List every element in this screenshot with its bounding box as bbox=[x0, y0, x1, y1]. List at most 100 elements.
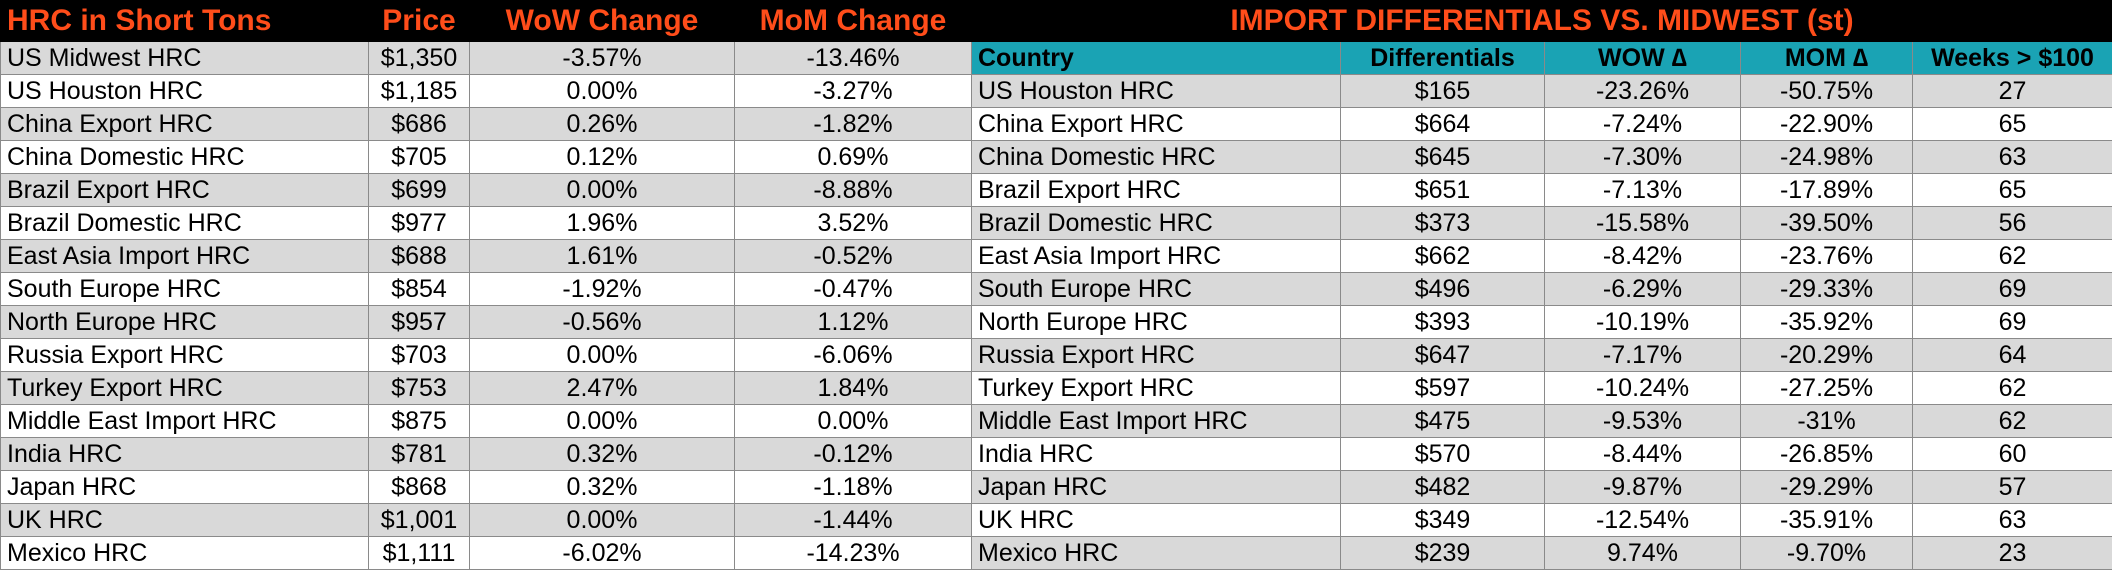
table-row: India HRC $570 -8.44% -26.85% 60 bbox=[971, 437, 2112, 471]
mom-change-cell: -0.47% bbox=[734, 272, 972, 306]
product-name-cell: US Houston HRC bbox=[0, 74, 369, 108]
country-cell: India HRC bbox=[971, 437, 1341, 471]
table-row: Brazil Domestic HRC $373 -15.58% -39.50% 56 bbox=[971, 206, 2112, 240]
mom-delta-cell: -20.29% bbox=[1740, 338, 1913, 372]
differential-cell: $496 bbox=[1340, 272, 1545, 306]
table-row: US Midwest HRC $1,350 -3.57% -13.46% bbox=[0, 41, 972, 75]
differential-cell: $570 bbox=[1340, 437, 1545, 471]
product-name-cell: Turkey Export HRC bbox=[0, 371, 369, 405]
differential-cell: $662 bbox=[1340, 239, 1545, 273]
wow-change-cell: 1.96% bbox=[469, 206, 735, 240]
differential-cell: $393 bbox=[1340, 305, 1545, 339]
wow-delta-cell: -9.53% bbox=[1544, 404, 1741, 438]
mom-delta-cell: -22.90% bbox=[1740, 107, 1913, 141]
table-row: Turkey Export HRC $753 2.47% 1.84% bbox=[0, 371, 972, 405]
table-row: Brazil Export HRC $699 0.00% -8.88% bbox=[0, 173, 972, 207]
product-name-cell: Middle East Import HRC bbox=[0, 404, 369, 438]
weeks-over-100-cell: 63 bbox=[1912, 503, 2112, 537]
wow-change-cell: 0.00% bbox=[469, 338, 735, 372]
table-row: China Domestic HRC $645 -7.30% -24.98% 63 bbox=[971, 140, 2112, 174]
table-row: Brazil Domestic HRC $977 1.96% 3.52% bbox=[0, 206, 972, 240]
product-name-cell: India HRC bbox=[0, 437, 369, 471]
weeks-over-100-cell: 56 bbox=[1912, 206, 2112, 240]
import-differentials-title: IMPORT DIFFERENTIALS VS. MIDWEST (st) bbox=[971, 0, 2112, 42]
country-cell: Brazil Export HRC bbox=[971, 173, 1341, 207]
mom-delta-cell: -31% bbox=[1740, 404, 1913, 438]
mom-change-cell: 1.84% bbox=[734, 371, 972, 405]
country-cell: North Europe HRC bbox=[971, 305, 1341, 339]
product-name-cell: Mexico HRC bbox=[0, 536, 369, 570]
wow-delta-cell: -7.13% bbox=[1544, 173, 1741, 207]
mom-delta-cell: -35.91% bbox=[1740, 503, 1913, 537]
weeks-over-100-cell: 69 bbox=[1912, 272, 2112, 306]
wow-change-cell: -0.56% bbox=[469, 305, 735, 339]
hrc-price-table: HRC in Short Tons Price WoW Change MoM C… bbox=[0, 0, 972, 570]
differential-cell: $645 bbox=[1340, 140, 1545, 174]
header-hrc-short-tons: HRC in Short Tons bbox=[0, 0, 369, 42]
product-name-cell: China Domestic HRC bbox=[0, 140, 369, 174]
table-row: Mexico HRC $239 9.74% -9.70% 23 bbox=[971, 536, 2112, 570]
mom-change-cell: -0.52% bbox=[734, 239, 972, 273]
wow-delta-cell: -8.44% bbox=[1544, 437, 1741, 471]
wow-delta-cell: -15.58% bbox=[1544, 206, 1741, 240]
price-cell: $699 bbox=[368, 173, 470, 207]
header-differentials: Differentials bbox=[1340, 41, 1545, 75]
mom-change-cell: -0.12% bbox=[734, 437, 972, 471]
country-cell: Middle East Import HRC bbox=[971, 404, 1341, 438]
wow-delta-cell: -7.24% bbox=[1544, 107, 1741, 141]
table-row: South Europe HRC $496 -6.29% -29.33% 69 bbox=[971, 272, 2112, 306]
table-row: Russia Export HRC $647 -7.17% -20.29% 64 bbox=[971, 338, 2112, 372]
wow-delta-cell: -7.30% bbox=[1544, 140, 1741, 174]
mom-change-cell: 1.12% bbox=[734, 305, 972, 339]
country-cell: China Domestic HRC bbox=[971, 140, 1341, 174]
mom-change-cell: 3.52% bbox=[734, 206, 972, 240]
wow-change-cell: 0.26% bbox=[469, 107, 735, 141]
differential-cell: $597 bbox=[1340, 371, 1545, 405]
wow-change-cell: 1.61% bbox=[469, 239, 735, 273]
weeks-over-100-cell: 64 bbox=[1912, 338, 2112, 372]
country-cell: China Export HRC bbox=[971, 107, 1341, 141]
table-row: China Export HRC $686 0.26% -1.82% bbox=[0, 107, 972, 141]
weeks-over-100-cell: 27 bbox=[1912, 74, 2112, 108]
table-row: US Houston HRC $1,185 0.00% -3.27% bbox=[0, 74, 972, 108]
table-row: India HRC $781 0.32% -0.12% bbox=[0, 437, 972, 471]
wow-delta-cell: -10.24% bbox=[1544, 371, 1741, 405]
price-cell: $705 bbox=[368, 140, 470, 174]
wow-change-cell: 2.47% bbox=[469, 371, 735, 405]
mom-change-cell: -8.88% bbox=[734, 173, 972, 207]
wow-delta-cell: -6.29% bbox=[1544, 272, 1741, 306]
price-cell: $1,350 bbox=[368, 41, 470, 75]
table-row: North Europe HRC $957 -0.56% 1.12% bbox=[0, 305, 972, 339]
mom-delta-cell: -9.70% bbox=[1740, 536, 1913, 570]
wow-change-cell: -6.02% bbox=[469, 536, 735, 570]
table-row: Japan HRC $482 -9.87% -29.29% 57 bbox=[971, 470, 2112, 504]
product-name-cell: North Europe HRC bbox=[0, 305, 369, 339]
wow-change-cell: 0.00% bbox=[469, 74, 735, 108]
weeks-over-100-cell: 65 bbox=[1912, 173, 2112, 207]
table-row: South Europe HRC $854 -1.92% -0.47% bbox=[0, 272, 972, 306]
table-row: North Europe HRC $393 -10.19% -35.92% 69 bbox=[971, 305, 2112, 339]
wow-change-cell: -1.92% bbox=[469, 272, 735, 306]
import-differentials-body: Country Differentials WOW ∆ MOM ∆ Weeks … bbox=[971, 41, 2112, 570]
mom-change-cell: -1.82% bbox=[734, 107, 972, 141]
price-cell: $875 bbox=[368, 404, 470, 438]
country-cell: UK HRC bbox=[971, 503, 1341, 537]
import-differentials-header-row: Country Differentials WOW ∆ MOM ∆ Weeks … bbox=[971, 41, 2112, 75]
price-cell: $686 bbox=[368, 107, 470, 141]
country-cell: US Houston HRC bbox=[971, 74, 1341, 108]
wow-delta-cell: -8.42% bbox=[1544, 239, 1741, 273]
wow-delta-cell: -23.26% bbox=[1544, 74, 1741, 108]
header-mom-delta: MOM ∆ bbox=[1740, 41, 1913, 75]
price-cell: $854 bbox=[368, 272, 470, 306]
table-row: Japan HRC $868 0.32% -1.18% bbox=[0, 470, 972, 504]
table-row: East Asia Import HRC $688 1.61% -0.52% bbox=[0, 239, 972, 273]
table-row: Middle East Import HRC $875 0.00% 0.00% bbox=[0, 404, 972, 438]
differential-cell: $475 bbox=[1340, 404, 1545, 438]
mom-change-cell: -14.23% bbox=[734, 536, 972, 570]
mom-delta-cell: -27.25% bbox=[1740, 371, 1913, 405]
differential-cell: $349 bbox=[1340, 503, 1545, 537]
mom-delta-cell: -50.75% bbox=[1740, 74, 1913, 108]
country-cell: Russia Export HRC bbox=[971, 338, 1341, 372]
mom-change-cell: -1.18% bbox=[734, 470, 972, 504]
wow-delta-cell: -7.17% bbox=[1544, 338, 1741, 372]
